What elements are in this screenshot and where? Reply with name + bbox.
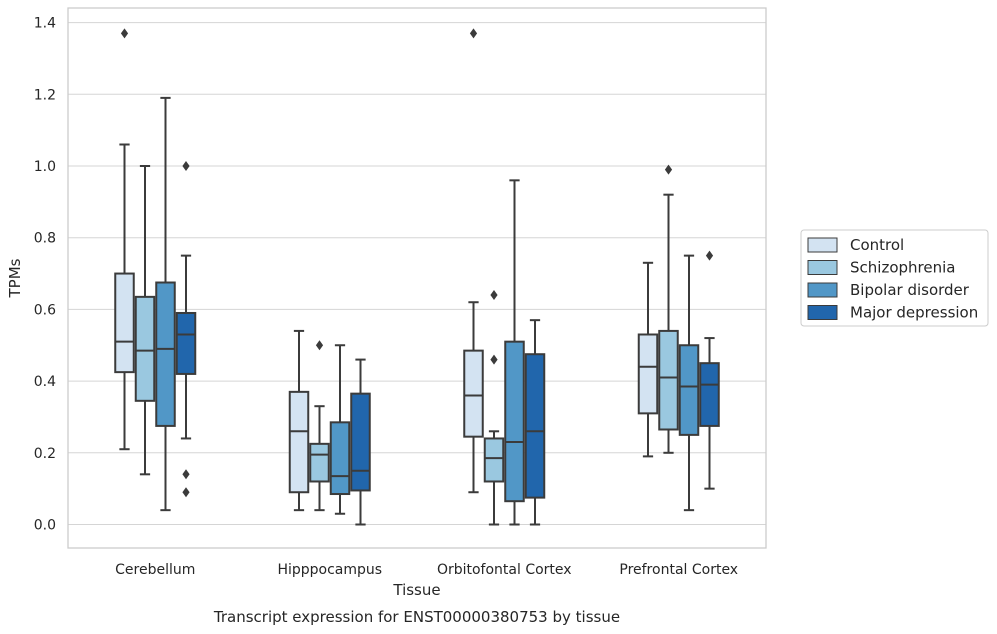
box-iqr [114, 272, 135, 374]
outlier-point [315, 340, 324, 351]
legend-swatch [807, 260, 838, 275]
box-iqr [329, 421, 351, 496]
x-tick-label: Orbitofontal Cortex [437, 562, 572, 578]
y-tick-label: 1.2 [34, 87, 56, 103]
legend-entries: Control Schizophrenia Bipolar disorder Majo… [807, 236, 978, 322]
box-group [637, 261, 659, 458]
box-group [329, 344, 351, 515]
boxes [114, 28, 720, 526]
box-iqr [309, 442, 330, 483]
box-group [504, 179, 525, 526]
box-group [658, 164, 679, 454]
y-tick-labels: 0.0 0.2 0.4 0.6 0.8 1.0 1.2 1.4 [34, 16, 56, 534]
box-group [699, 250, 720, 490]
x-tick-label: Cerebellum [115, 562, 195, 578]
box-group [175, 161, 197, 498]
outlier-point [705, 250, 714, 261]
outlier-point [182, 487, 190, 498]
outlier-point [469, 28, 478, 39]
box-group [483, 290, 505, 526]
legend-label: Bipolar disorder [850, 281, 970, 299]
box-iqr [134, 295, 156, 402]
legend-swatch [807, 282, 838, 298]
box-iqr [699, 362, 720, 427]
box-iqr [637, 333, 659, 415]
y-tick-label: 0.8 [34, 231, 56, 247]
y-tick-label: 0.4 [34, 374, 56, 390]
box-group [350, 358, 371, 526]
box-iqr [350, 392, 371, 492]
box-group [134, 165, 156, 476]
box-group [678, 254, 700, 512]
outlier-point [182, 161, 190, 171]
x-tick-label: Hipppocampus [277, 562, 382, 578]
box-iqr [658, 329, 679, 431]
outlier-point [490, 290, 498, 301]
legend-frame [800, 229, 989, 327]
y-tick-label: 0.2 [34, 446, 56, 462]
legend: Control Schizophrenia Bipolar disorder Majo… [800, 229, 989, 327]
outlier-point [182, 469, 190, 480]
x-axis-label: Tissue [392, 581, 440, 599]
box-iqr [155, 281, 176, 427]
box-group [155, 96, 176, 512]
box-iqr [483, 437, 505, 483]
box-group [524, 319, 546, 526]
box-group [309, 340, 330, 512]
y-tick-label: 0.0 [34, 518, 56, 534]
y-tick-label: 1.4 [34, 16, 56, 32]
outlier-point [664, 164, 673, 175]
box-iqr [288, 390, 310, 494]
legend-swatch [807, 305, 838, 320]
box-iqr [524, 353, 546, 499]
legend-label: Control [850, 236, 904, 254]
legend-label: Schizophrenia [850, 259, 955, 277]
gridlines [68, 22, 766, 525]
legend-swatch [807, 237, 838, 253]
outlier-point [490, 354, 498, 365]
y-tick-label: 1.0 [34, 159, 56, 175]
box-group [288, 329, 310, 512]
box-group [463, 28, 484, 494]
box-iqr [678, 344, 700, 436]
box-iqr [175, 311, 197, 375]
outlier-point [120, 28, 129, 39]
x-tick-label: Prefrontal Cortex [619, 562, 738, 578]
legend-label: Major depression [850, 304, 978, 322]
box-iqr [504, 340, 525, 503]
x-tick-labels: Cerebellum Hipppocampus Orbitofontal Corte… [115, 562, 738, 578]
box-iqr [463, 349, 484, 438]
box-group [114, 28, 135, 451]
y-tick-label: 0.6 [34, 302, 56, 318]
plot-frame [67, 7, 767, 549]
figure-caption: Transcript expression for ENST0000038075… [213, 608, 620, 626]
y-axis-label: TPMs [6, 258, 24, 298]
